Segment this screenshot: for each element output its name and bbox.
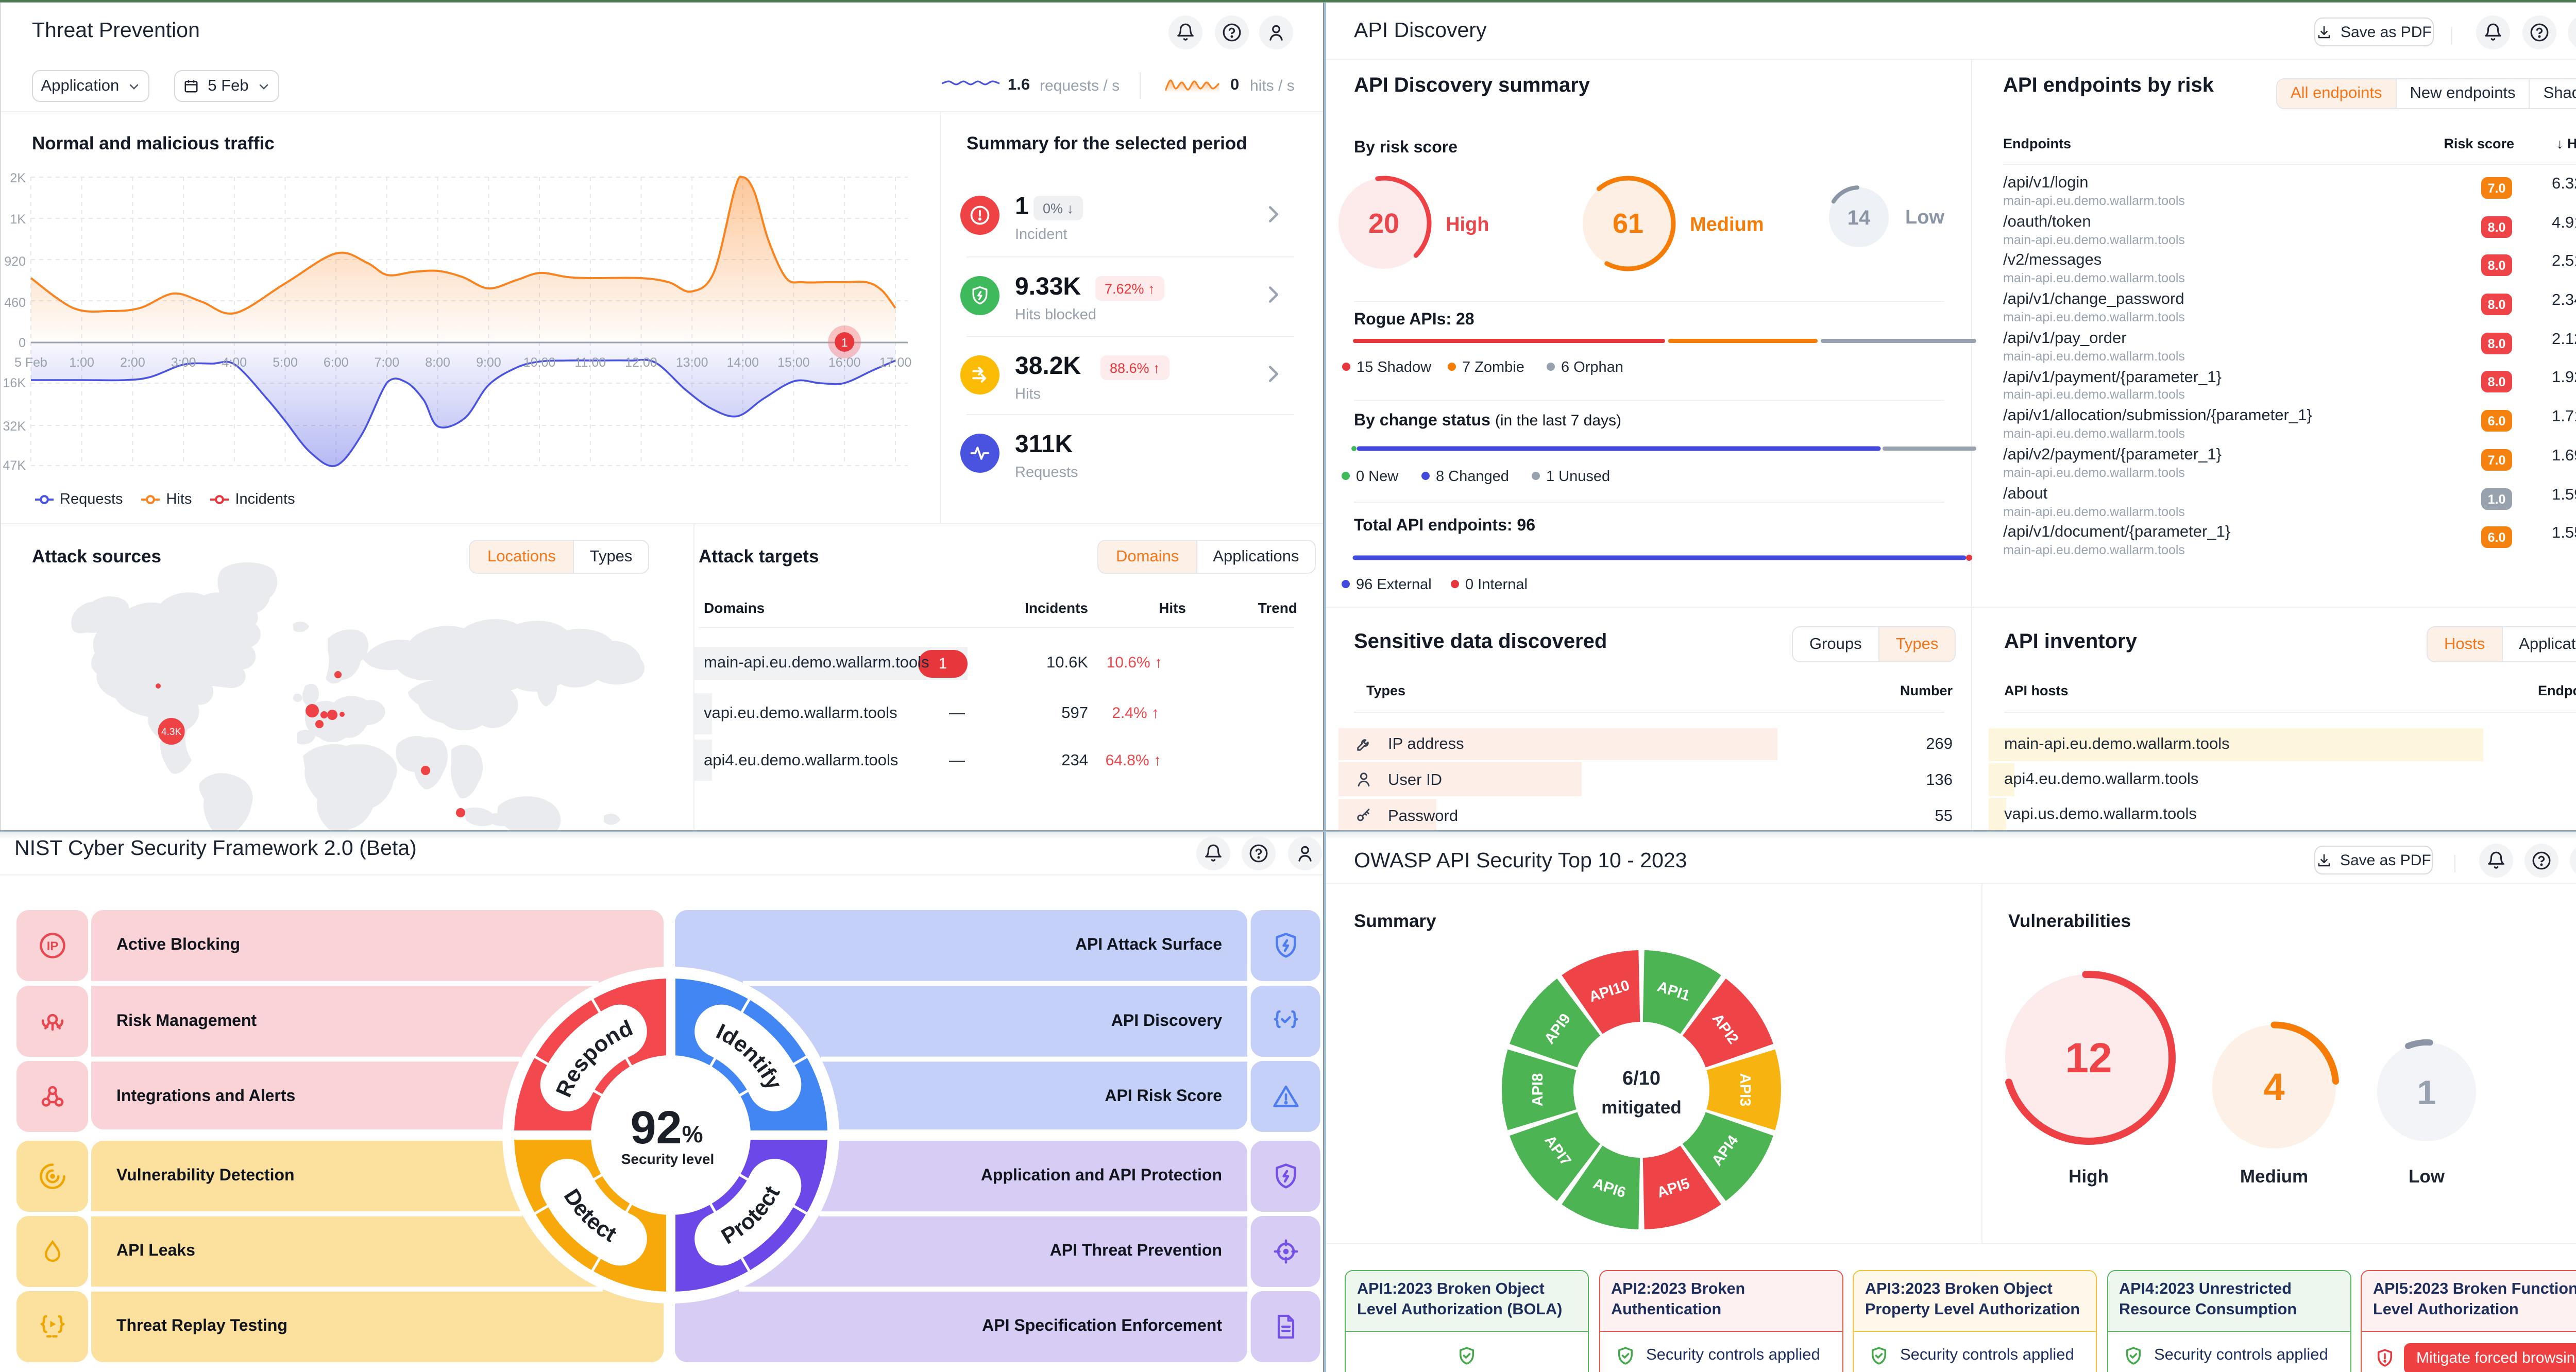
svg-text:9:00: 9:00 bbox=[476, 355, 501, 370]
svg-text:High: High bbox=[1446, 214, 1489, 235]
svg-text:47K: 47K bbox=[3, 458, 26, 473]
svg-text:1: 1 bbox=[2417, 1073, 2436, 1111]
svg-text:7 Zombie: 7 Zombie bbox=[1462, 359, 1524, 375]
svg-text:4: 4 bbox=[2263, 1066, 2284, 1108]
svg-text:8:00: 8:00 bbox=[425, 355, 450, 370]
svg-text:mitigated: mitigated bbox=[1601, 1097, 1682, 1118]
svg-text:14: 14 bbox=[1848, 207, 1871, 229]
svg-text:16K: 16K bbox=[3, 376, 26, 390]
svg-text:Security level: Security level bbox=[621, 1151, 715, 1167]
svg-text:32K: 32K bbox=[3, 419, 26, 434]
svg-text:11:00: 11:00 bbox=[574, 355, 606, 370]
svg-text:8 Changed: 8 Changed bbox=[1436, 468, 1509, 485]
svg-text:3:00: 3:00 bbox=[171, 355, 196, 370]
svg-text:4.3K: 4.3K bbox=[161, 727, 181, 738]
svg-text:Low: Low bbox=[1905, 207, 1944, 228]
svg-text:6 Orphan: 6 Orphan bbox=[1561, 359, 1623, 375]
svg-text:1:00: 1:00 bbox=[69, 355, 94, 370]
svg-text:12: 12 bbox=[2065, 1035, 2112, 1082]
svg-text:0 Internal: 0 Internal bbox=[1465, 576, 1528, 593]
svg-text:4:00: 4:00 bbox=[222, 355, 247, 370]
svg-text:0 New: 0 New bbox=[1356, 468, 1399, 485]
svg-text:1 Unused: 1 Unused bbox=[1546, 468, 1610, 485]
svg-text:7:00: 7:00 bbox=[374, 355, 399, 370]
svg-text:API3: API3 bbox=[1737, 1073, 1753, 1106]
svg-text:0: 0 bbox=[19, 336, 26, 350]
svg-text:17:00: 17:00 bbox=[879, 355, 912, 370]
svg-text:API8: API8 bbox=[1530, 1073, 1546, 1106]
svg-text:2K: 2K bbox=[10, 171, 26, 185]
svg-text:14:00: 14:00 bbox=[727, 355, 759, 370]
svg-text:96 External: 96 External bbox=[1356, 576, 1432, 593]
svg-text:15:00: 15:00 bbox=[777, 355, 810, 370]
svg-text:12:00: 12:00 bbox=[625, 355, 657, 370]
svg-text:20: 20 bbox=[1368, 208, 1399, 239]
svg-text:1: 1 bbox=[841, 336, 848, 349]
svg-text:1K: 1K bbox=[10, 212, 26, 227]
svg-text:IP: IP bbox=[46, 939, 58, 953]
svg-text:10:00: 10:00 bbox=[523, 355, 556, 370]
svg-text:6/10: 6/10 bbox=[1622, 1068, 1660, 1089]
svg-text:920: 920 bbox=[4, 254, 26, 269]
svg-text:5 Feb: 5 Feb bbox=[14, 355, 47, 370]
svg-text:460: 460 bbox=[4, 296, 26, 310]
svg-text:13:00: 13:00 bbox=[676, 355, 708, 370]
svg-text:6:00: 6:00 bbox=[324, 355, 349, 370]
svg-text:16:00: 16:00 bbox=[828, 355, 861, 370]
svg-text:61: 61 bbox=[1613, 208, 1643, 239]
svg-text:5:00: 5:00 bbox=[273, 355, 298, 370]
svg-text:2:00: 2:00 bbox=[120, 355, 145, 370]
svg-text:15 Shadow: 15 Shadow bbox=[1357, 359, 1432, 375]
svg-text:Medium: Medium bbox=[1690, 214, 1764, 235]
